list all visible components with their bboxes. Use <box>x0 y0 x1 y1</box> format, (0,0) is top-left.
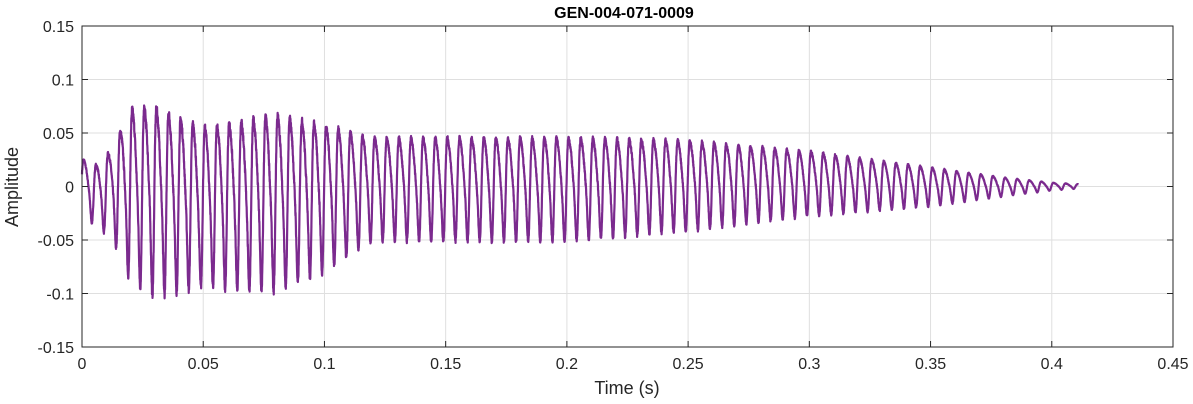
y-tick-label: 0.15 <box>43 19 74 36</box>
x-tick-label: 0.1 <box>313 356 335 373</box>
x-tick-label: 0.25 <box>673 356 704 373</box>
x-tick-label: 0.15 <box>430 356 461 373</box>
x-tick-label: 0.05 <box>188 356 219 373</box>
y-tick-label: 0.05 <box>43 126 74 143</box>
waveform-line <box>80 104 1080 300</box>
x-tick-label: 0.35 <box>915 356 946 373</box>
x-tick-label: 0.2 <box>556 356 578 373</box>
chart-title: GEN-004-071-0009 <box>554 5 694 22</box>
x-axis-ticks: 0 0.05 0.1 0.15 0.2 0.25 0.3 0.35 0.4 0.45 <box>78 26 1189 373</box>
y-tick-label: 0.1 <box>52 73 74 90</box>
y-tick-label: -0.05 <box>38 233 75 250</box>
x-axis-label: Time (s) <box>594 378 659 398</box>
y-axis-ticks: -0.15 -0.1 -0.05 0 0.05 0.1 0.15 <box>38 19 1173 357</box>
x-tick-label: 0.4 <box>1041 356 1063 373</box>
waveform-series <box>80 104 1080 300</box>
y-tick-label: -0.1 <box>46 287 74 304</box>
x-tick-label: 0.45 <box>1157 356 1188 373</box>
y-tick-label: -0.15 <box>38 340 75 357</box>
y-tick-label: 0 <box>65 180 74 197</box>
x-tick-label: 0.3 <box>798 356 820 373</box>
x-tick-label: 0 <box>78 356 87 373</box>
y-axis-label: Amplitude <box>2 147 22 227</box>
